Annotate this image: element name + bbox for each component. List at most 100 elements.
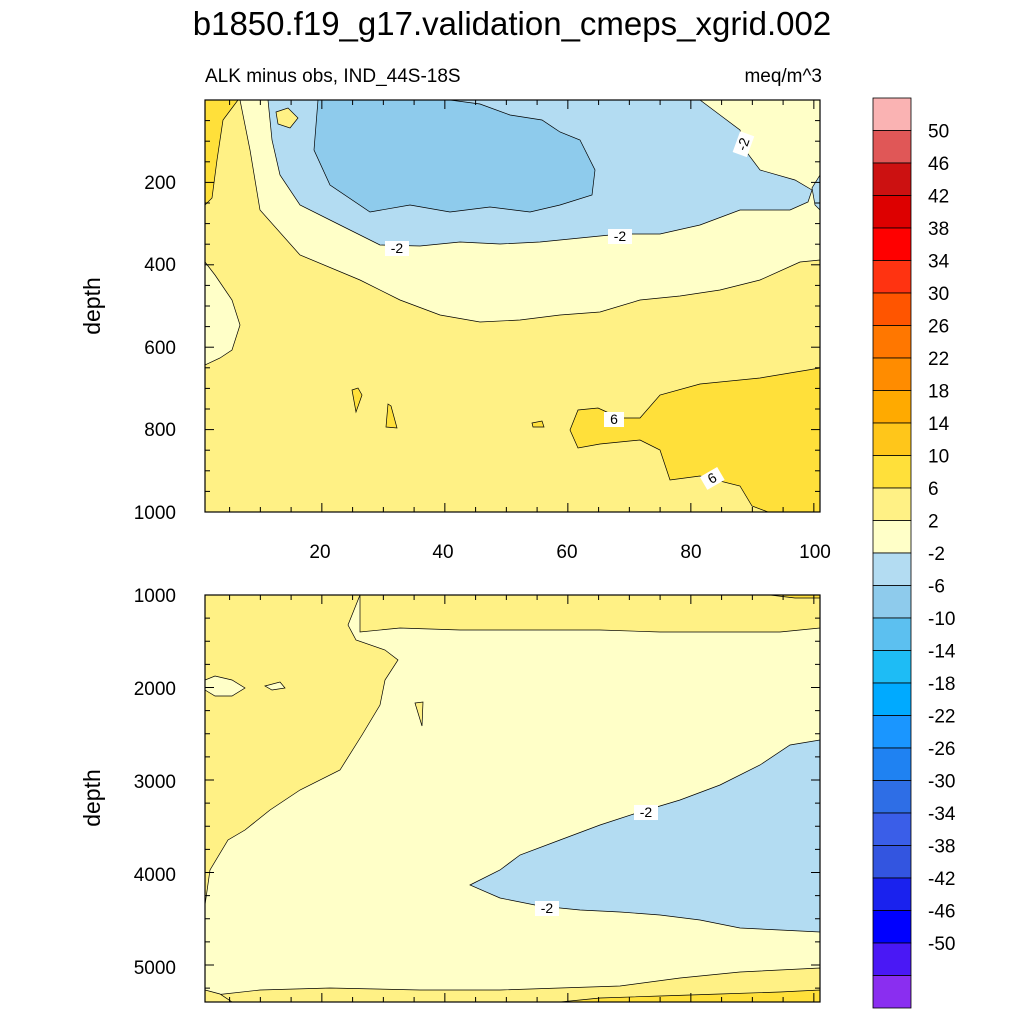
top-x-tick-labels: 20 40 60 80 100 [309,542,830,563]
top-band-2-6-island [275,107,299,129]
colorbar-label: 30 [928,284,949,305]
colorbar-box [872,130,912,164]
colorbar-box [872,97,912,131]
colorbar-box [872,162,912,196]
top-y-axis-label: depth [79,277,105,335]
contour-label: 6 [610,411,618,427]
bottom-plot-frame [204,594,821,1003]
colorbar-box [872,910,912,944]
colorbar-label: -2 [928,544,945,565]
colorbar-box [872,292,912,326]
colorbar-label: 2 [928,512,939,533]
top-units-title: meq/m^3 [744,66,822,87]
colorbar-label: 6 [928,479,939,500]
colorbar-label: 46 [928,154,949,175]
colorbar-label: -14 [928,642,956,663]
top-y-tick-label: 200 [144,173,176,194]
contour-label: -2 [640,804,653,820]
colorbar-box [872,682,912,716]
bottom-band-2-6-west [205,595,399,906]
top-contour-fill [205,100,820,512]
colorbar-label: -30 [928,772,955,793]
top-y-tick-label: 600 [144,338,176,359]
colorbar-box [872,942,912,976]
top-contour-labels: -2 -2 -2 6 6 [385,131,755,490]
colorbar-boxes [872,97,912,1009]
colorbar-box [872,195,912,229]
colorbar-box [872,650,912,684]
colorbar-label: 26 [928,317,949,338]
colorbar-box [872,552,912,586]
colorbar-label: -50 [928,934,955,955]
bottom-y-axis-label: depth [79,769,105,827]
colorbar: 50 46 42 38 34 30 26 22 18 14 10 6 2 -2 -6 -10 -14 -18 -22… [872,97,956,1009]
contour-label: -2 [614,228,627,244]
bottom-band-2-6-blob [414,701,424,727]
colorbar-box [872,455,912,489]
top-x-tick-label: 80 [680,542,701,563]
bottom-band-2-6-south [205,967,820,1002]
bottom-band-m2-2-hole-2 [264,681,286,691]
top-x-tick-label: 100 [799,542,831,563]
bottom-band-2-6-sw [205,989,233,1002]
top-y-tick-label: 800 [144,420,176,441]
colorbar-label: 22 [928,349,949,370]
top-x-tick-label: 60 [556,542,577,563]
bottom-band-6-10-ne [769,595,820,599]
colorbar-box [872,780,912,814]
colorbar-box [872,325,912,359]
colorbar-box [872,227,912,261]
colorbar-label: -38 [928,837,955,858]
bottom-band-6-10-south [559,989,820,1002]
colorbar-box [872,422,912,456]
colorbar-box [872,747,912,781]
colorbar-label: -22 [928,707,955,728]
top-panel: ALK minus obs, IND_44S-18S meq/m^3 20 40… [79,66,831,563]
colorbar-box [872,845,912,879]
top-band-6-10-blob-1 [351,387,363,414]
colorbar-label: -26 [928,739,955,760]
colorbar-box [872,390,912,424]
bottom-y-tick-labels: 1000 2000 3000 4000 5000 [134,586,176,979]
top-band-6-10-left [205,100,239,206]
bottom-band-m2-2-hole-1 [205,675,246,697]
top-band-6-10-blob-3 [531,420,545,428]
colorbar-box [872,520,912,554]
bottom-contour-labels: -2 -2 [535,804,658,916]
colorbar-box [872,715,912,749]
colorbar-box [872,877,912,911]
colorbar-box [872,260,912,294]
colorbar-label: 14 [928,414,950,435]
figure-title: b1850.f19_g17.validation_cmeps_xgrid.002 [193,5,831,42]
top-y-tick-label: 400 [144,255,176,276]
colorbar-label: 10 [928,447,949,468]
top-band-m6-m2-edge [811,174,820,211]
colorbar-labels: 50 46 42 38 34 30 26 22 18 14 10 6 2 -2 -6 -10 -14 -18 -22… [928,122,956,956]
top-y-tick-labels: 200 400 600 800 1000 [134,173,176,524]
colorbar-box [872,975,912,1009]
contour-label: -2 [733,135,752,152]
bottom-band-m6-m2 [469,739,820,933]
colorbar-box [872,617,912,651]
top-x-tick-label: 20 [309,542,330,563]
colorbar-label: -10 [928,609,955,630]
bottom-y-tick-label: 2000 [134,679,176,700]
top-x-tick-label: 40 [432,542,453,563]
bottom-y-tick-label: 4000 [134,865,176,886]
colorbar-label: -18 [928,674,955,695]
colorbar-box [872,487,912,521]
top-band-6-10-blob-2 [385,403,398,429]
bottom-y-tick-label: 1000 [134,586,176,607]
bottom-axis-ticks [205,594,820,1002]
colorbar-label: 34 [928,252,950,273]
contour-label: -2 [541,900,554,916]
contour-label: -2 [391,240,404,256]
colorbar-label: -46 [928,902,955,923]
colorbar-label: -6 [928,577,945,598]
colorbar-label: 38 [928,219,949,240]
colorbar-label: 18 [928,382,949,403]
top-band-m2-2-west [205,261,241,366]
colorbar-label: 42 [928,187,949,208]
bottom-y-tick-label: 5000 [134,958,176,979]
